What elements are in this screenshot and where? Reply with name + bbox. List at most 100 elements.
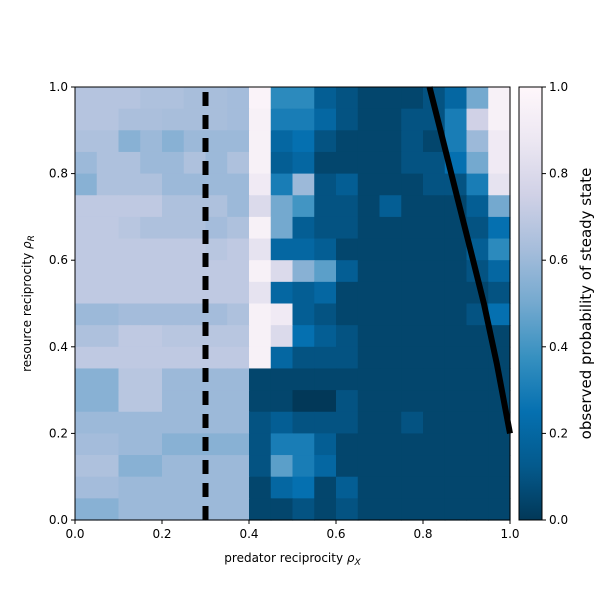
- heatmap-cell: [227, 130, 250, 153]
- heatmap-cell: [75, 108, 98, 131]
- heatmap-cell: [205, 346, 228, 370]
- heatmap-cell: [205, 325, 228, 348]
- heatmap-cell: [140, 151, 163, 175]
- heatmap-cell: [183, 216, 207, 240]
- heatmap-cell: [205, 108, 228, 131]
- heatmap-cell: [444, 108, 468, 131]
- heatmap-cell: [401, 411, 424, 434]
- heatmap-cell: [379, 325, 402, 348]
- heatmap-cell: [314, 325, 337, 348]
- heatmap-cell: [249, 346, 272, 370]
- heatmap-cell: [423, 173, 446, 196]
- heatmap-cell: [466, 411, 489, 434]
- x-tick-label: 1.0: [500, 527, 519, 541]
- heatmap-cell: [379, 390, 402, 413]
- heatmap-cell: [162, 433, 185, 456]
- heatmap-cell: [118, 173, 141, 196]
- heatmap-cell: [314, 260, 337, 283]
- colorbar-label: observed probability of steady state: [577, 168, 595, 440]
- heatmap-cell: [379, 346, 402, 370]
- heatmap-cell: [444, 368, 468, 391]
- heatmap-cell: [379, 260, 402, 283]
- heatmap-cell: [336, 260, 359, 283]
- heatmap-cell: [140, 108, 163, 131]
- heatmap-cell: [75, 87, 98, 110]
- heatmap-cell: [401, 303, 424, 326]
- heatmap-cell: [444, 325, 468, 348]
- heatmap-cell: [466, 325, 489, 348]
- heatmap-cell: [162, 411, 185, 434]
- heatmap-cell: [423, 238, 446, 261]
- heatmap-cell: [401, 216, 424, 240]
- heatmap-cell: [96, 346, 120, 370]
- heatmap-cell: [270, 411, 294, 434]
- heatmap-cell: [75, 411, 98, 434]
- heatmap-cell: [96, 411, 120, 434]
- heatmap-cell: [292, 216, 315, 240]
- heatmap-cell: [292, 151, 315, 175]
- heatmap-cell: [357, 238, 381, 261]
- heatmap-cell: [96, 216, 120, 240]
- heatmap-cell: [140, 346, 163, 370]
- heatmap-cell: [183, 411, 207, 434]
- heatmap-cell: [75, 303, 98, 326]
- heatmap-cell: [96, 238, 120, 261]
- heatmap-cell: [292, 260, 315, 283]
- heatmap-cell: [118, 260, 141, 283]
- x-tick-label: 0.4: [239, 527, 258, 541]
- heatmap-cell: [336, 151, 359, 175]
- heatmap-cell: [249, 433, 272, 456]
- heatmap-cell: [292, 390, 315, 413]
- heatmap-cell: [444, 390, 468, 413]
- heatmap-cell: [75, 498, 98, 521]
- heatmap-cells: [75, 87, 511, 521]
- heatmap-cell: [183, 130, 207, 153]
- heatmap-cell: [270, 368, 294, 391]
- heatmap-cell: [75, 346, 98, 370]
- heatmap-cell: [249, 216, 272, 240]
- heatmap-cell: [314, 303, 337, 326]
- heatmap-cell: [205, 87, 228, 110]
- heatmap-cell: [249, 281, 272, 305]
- heatmap-cell: [270, 238, 294, 261]
- heatmap-cell: [75, 260, 98, 283]
- heatmap-cell: [183, 498, 207, 521]
- heatmap-cell: [466, 195, 489, 218]
- heatmap-cell: [140, 455, 163, 478]
- heatmap-cell: [336, 433, 359, 456]
- heatmap-cell: [75, 216, 98, 240]
- y-axis-label: resource reciprocity ρR: [20, 235, 37, 372]
- heatmap-cell: [379, 476, 402, 499]
- heatmap-cell: [379, 238, 402, 261]
- heatmap-cell: [205, 476, 228, 499]
- colorbar: [518, 86, 543, 521]
- heatmap-cell: [162, 303, 185, 326]
- heatmap-cell: [118, 108, 141, 131]
- heatmap-cell: [357, 195, 381, 218]
- heatmap-cell: [118, 390, 141, 413]
- heatmap-cell: [140, 498, 163, 521]
- heatmap-cell: [140, 411, 163, 434]
- colorbar-tick-label: 0.8: [549, 167, 568, 181]
- heatmap-cell: [205, 498, 228, 521]
- heatmap-cell: [227, 433, 250, 456]
- heatmap-cell: [249, 368, 272, 391]
- heatmap-cell: [466, 390, 489, 413]
- heatmap-cell: [423, 498, 446, 521]
- heatmap-cell: [336, 498, 359, 521]
- heatmap-cell: [292, 368, 315, 391]
- heatmap-cell: [379, 368, 402, 391]
- heatmap-cell: [466, 498, 489, 521]
- heatmap-cell: [379, 303, 402, 326]
- heatmap-cell: [401, 87, 424, 110]
- heatmap-cell: [401, 260, 424, 283]
- heatmap-cell: [292, 173, 315, 196]
- heatmap-cell: [466, 151, 489, 175]
- heatmap-cell: [96, 260, 120, 283]
- heatmap-cell: [423, 325, 446, 348]
- heatmap-cell: [466, 368, 489, 391]
- heatmap-cell: [96, 476, 120, 499]
- heatmap-cell: [466, 433, 489, 456]
- heatmap-cell: [336, 368, 359, 391]
- heatmap-cell: [140, 281, 163, 305]
